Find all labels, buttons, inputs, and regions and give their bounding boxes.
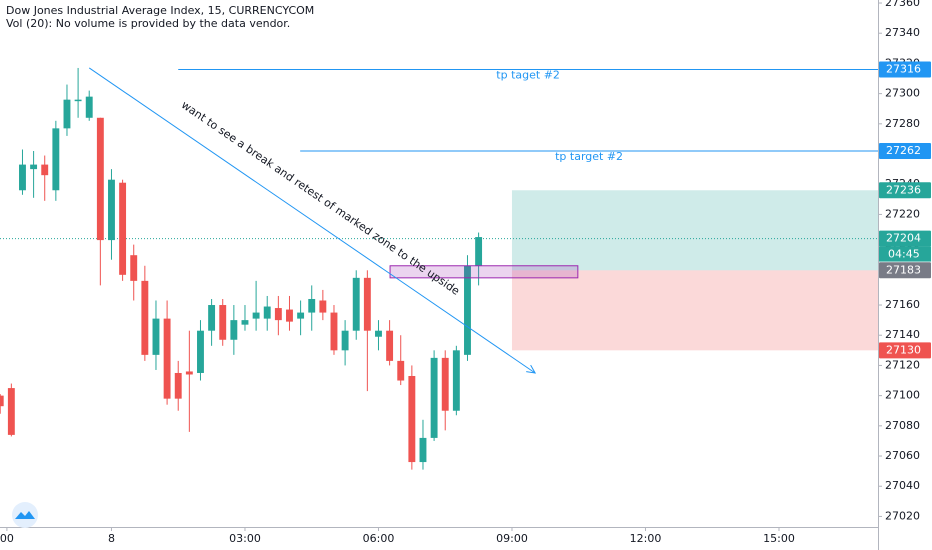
hline-price-badge: 27316 [886, 62, 921, 75]
candle-body [208, 305, 216, 331]
candle-body [230, 320, 238, 340]
candle-body [241, 320, 249, 325]
y-tick-label: 27140 [885, 328, 920, 341]
candle-body [30, 164, 38, 170]
candle-body [252, 312, 260, 319]
trendline [88, 67, 536, 374]
candle-body [330, 312, 338, 351]
candle-body [286, 309, 293, 322]
candle-body [74, 99, 82, 102]
x-tick-label: 15:00 [763, 532, 795, 545]
line-label: tp target #2 [555, 150, 623, 163]
countdown: 04:45 [888, 248, 920, 261]
candle-body [430, 357, 438, 438]
candle-body [7, 388, 15, 435]
candle-body [297, 312, 305, 319]
y-tick-label: 27040 [885, 479, 920, 492]
candle-body [419, 437, 427, 463]
countdown-bg [879, 246, 931, 262]
hline-price-badge-bg [879, 143, 931, 160]
candle-body [174, 372, 182, 399]
candle-body [274, 308, 282, 321]
stop-badge-bg [879, 342, 931, 359]
hline-price-badge-bg [879, 61, 931, 78]
x-tick-label: 12:00 [630, 532, 662, 545]
candle-body [308, 298, 316, 313]
candle-body [363, 277, 371, 331]
x-tick-label: 06:00 [363, 532, 395, 545]
y-tick-label: 27340 [885, 26, 920, 39]
y-tick-label: 27060 [885, 449, 920, 462]
candle-body [441, 357, 449, 411]
profit-zone [511, 190, 878, 271]
zone-rect [389, 265, 579, 279]
candle-body [19, 164, 26, 191]
y-tick-label: 27020 [885, 509, 920, 522]
candle-body [152, 318, 160, 355]
candle-body [163, 318, 171, 399]
candle-body [263, 306, 271, 319]
candle-body [352, 277, 360, 331]
chart-title: Dow Jones Industrial Average Index, 15, … [6, 4, 314, 17]
candle-body [96, 117, 104, 241]
entry-badge-bg [879, 262, 931, 279]
candle-body [397, 360, 405, 381]
y-tick-label: 27160 [885, 298, 920, 311]
y-tick-label: 27120 [885, 358, 920, 371]
candle-body [108, 179, 115, 241]
x-tick-label: 09:00 [496, 532, 528, 545]
arrow-head [526, 364, 537, 374]
candle-body [464, 265, 471, 355]
chart-subtitle: Vol (20): No volume is provided by the d… [6, 17, 290, 30]
hline-price-badge: 27262 [886, 144, 921, 157]
logo [12, 502, 38, 528]
candle-body [197, 330, 204, 373]
target-badge: 27236 [886, 183, 921, 196]
y-tick-label: 27360 [885, 0, 920, 9]
candle-body [130, 255, 138, 281]
y-tick-label: 27220 [885, 207, 920, 220]
candle-body [141, 280, 149, 355]
target-badge-bg [879, 182, 931, 199]
candle-body [452, 350, 460, 411]
y-tick-label: 27280 [885, 117, 920, 130]
candle-body [52, 128, 60, 191]
candle-body [41, 164, 49, 176]
x-tick-label: 03:00 [229, 532, 261, 545]
candle-body [408, 375, 416, 463]
candle-body [219, 305, 227, 340]
stop-badge: 27130 [886, 343, 921, 356]
y-tick-label: 27300 [885, 87, 920, 100]
candle-body [475, 237, 483, 266]
candle-body [341, 330, 349, 351]
x-tick-label: 00 [0, 532, 14, 545]
y-tick-label: 27080 [885, 419, 920, 432]
last-price-badge-bg [879, 230, 931, 247]
candle-body [319, 300, 327, 313]
candle-body [185, 371, 193, 375]
candle-body [119, 182, 127, 275]
candle-body [63, 99, 71, 129]
y-tick-label: 27100 [885, 389, 920, 402]
line-label: tp taget #2 [496, 68, 560, 81]
candle-body [375, 330, 382, 337]
candle-body [85, 96, 93, 118]
last-price-badge: 27204 [886, 232, 921, 245]
candle-body [0, 395, 4, 407]
entry-badge: 27183 [886, 263, 921, 276]
candle-body [386, 330, 394, 361]
x-tick-label: 8 [108, 532, 115, 545]
loss-zone [511, 270, 878, 351]
